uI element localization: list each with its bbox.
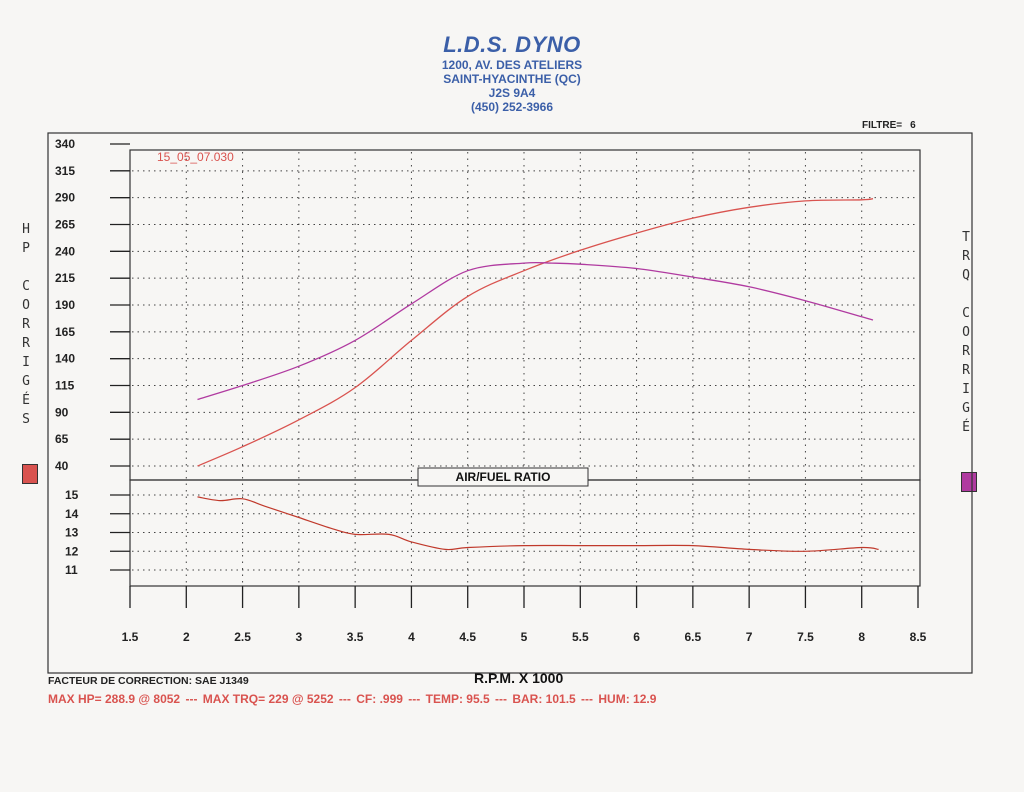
temperature: TEMP: 95.5 [425, 692, 490, 706]
address-line-1: 1200, AV. DES ATELIERS [441, 58, 583, 72]
address-line-2: SAINT-HYACINTHE (QC) [443, 72, 581, 86]
left-axis-letter: S [22, 412, 30, 427]
afr-y-tick-label: 15 [65, 488, 79, 502]
left-axis-letter: R [22, 317, 30, 332]
separator: --- [338, 692, 351, 706]
x-tick-label: 5 [521, 630, 528, 644]
separator: --- [495, 692, 507, 706]
y-tick-label: 90 [55, 405, 69, 419]
hp-legend-swatch [22, 464, 38, 484]
filter-label: FILTRE= [862, 120, 903, 131]
torque-curve [197, 261, 874, 401]
filter-setting: FILTRE= 6 [862, 120, 916, 131]
x-tick-label: 6 [633, 630, 640, 644]
y-tick-label: 240 [55, 244, 75, 258]
left-axis-letter: C [22, 279, 30, 294]
right-axis-letter: É [962, 420, 970, 435]
x-tick-label: 3.5 [347, 630, 364, 644]
left-axis-letter: É [22, 393, 30, 408]
x-tick-label: 2 [183, 630, 190, 644]
separator: --- [408, 692, 421, 706]
max-torque: MAX TRQ= 229 @ 5252 [202, 692, 334, 706]
correction-factor-value: CF: .999 [356, 692, 403, 706]
afr-title-box-frame [417, 467, 589, 487]
left-axis-letter: G [22, 374, 30, 389]
right-axis-letter: C [962, 306, 970, 321]
afr-title-box: AIR/FUEL RATIO [417, 467, 589, 487]
barometer: BAR: 101.5 [512, 692, 576, 706]
power-plot-frame [129, 149, 921, 481]
outer-frame [47, 132, 973, 674]
left-axis-letter: P [22, 241, 30, 256]
x-tick-label: 6.5 [685, 630, 702, 644]
y-tick-label: 40 [55, 459, 69, 473]
y-tick-label: 340 [55, 137, 75, 151]
hp-curve [197, 198, 874, 467]
right-axis-letter: R [962, 249, 970, 264]
x-tick-label: 5.5 [572, 630, 589, 644]
right-axis-letter: R [962, 344, 970, 359]
left-axis-letter: H [22, 222, 30, 237]
afr-y-tick-label: 14 [65, 507, 79, 521]
filter-value: 6 [910, 120, 916, 131]
afr-title: AIR/FUEL RATIO [456, 470, 551, 484]
left-axis-letter: O [22, 298, 30, 313]
y-tick-label: 65 [55, 432, 69, 446]
x-tick-label: 4 [408, 630, 415, 644]
separator: --- [185, 692, 198, 706]
phone-number: (450) 252-3966 [470, 100, 554, 114]
right-axis-letter: I [962, 382, 970, 397]
x-axis-title: R.P.M. X 1000 [474, 670, 564, 686]
trq-legend-swatch [961, 472, 977, 492]
correction-factor: FACTEUR DE CORRECTION: SAE J1349 [48, 675, 249, 687]
postal-code: J2S 9A4 [488, 86, 536, 100]
left-axis-letter: I [22, 355, 30, 370]
y-tick-label: 165 [55, 325, 75, 339]
right-axis-letter: O [962, 325, 970, 340]
right-axis-letter: Q [962, 268, 970, 283]
afr-y-tick-label: 12 [65, 544, 79, 558]
separator: --- [581, 692, 594, 706]
afr-y-tick-label: 13 [65, 526, 79, 540]
run-summary: MAX HP= 288.9 @ 8052 --- MAX TRQ= 229 @ … [48, 692, 658, 706]
afr-curve [197, 496, 879, 552]
x-tick-label: 8.5 [910, 630, 927, 644]
run-label: 15_05_07.030 [157, 150, 234, 164]
x-tick-label: 7 [746, 630, 753, 644]
max-hp: MAX HP= 288.9 @ 8052 [48, 692, 181, 706]
y-tick-label: 265 [55, 218, 75, 232]
y-tick-label: 190 [55, 298, 75, 312]
y-tick-label: 215 [55, 271, 75, 285]
right-axis-letter: T [962, 230, 970, 245]
x-tick-label: 3 [296, 630, 303, 644]
y-tick-label: 115 [55, 379, 75, 393]
x-tick-label: 8 [858, 630, 865, 644]
x-tick-label: 2.5 [234, 630, 251, 644]
left-axis-letter: R [22, 336, 30, 351]
x-tick-label: 4.5 [459, 630, 476, 644]
x-tick-label: 7.5 [797, 630, 814, 644]
x-tick-label: 1.5 [122, 630, 139, 644]
right-axis-letter: R [962, 363, 970, 378]
right-axis-letter: G [962, 401, 970, 416]
dyno-title: L.D.S. DYNO [443, 32, 581, 57]
y-tick-label: 315 [55, 164, 75, 178]
y-tick-label: 290 [55, 191, 75, 205]
afr-y-tick-label: 11 [65, 563, 78, 577]
humidity: HUM: 12.9 [598, 692, 657, 706]
y-tick-label: 140 [55, 352, 75, 366]
